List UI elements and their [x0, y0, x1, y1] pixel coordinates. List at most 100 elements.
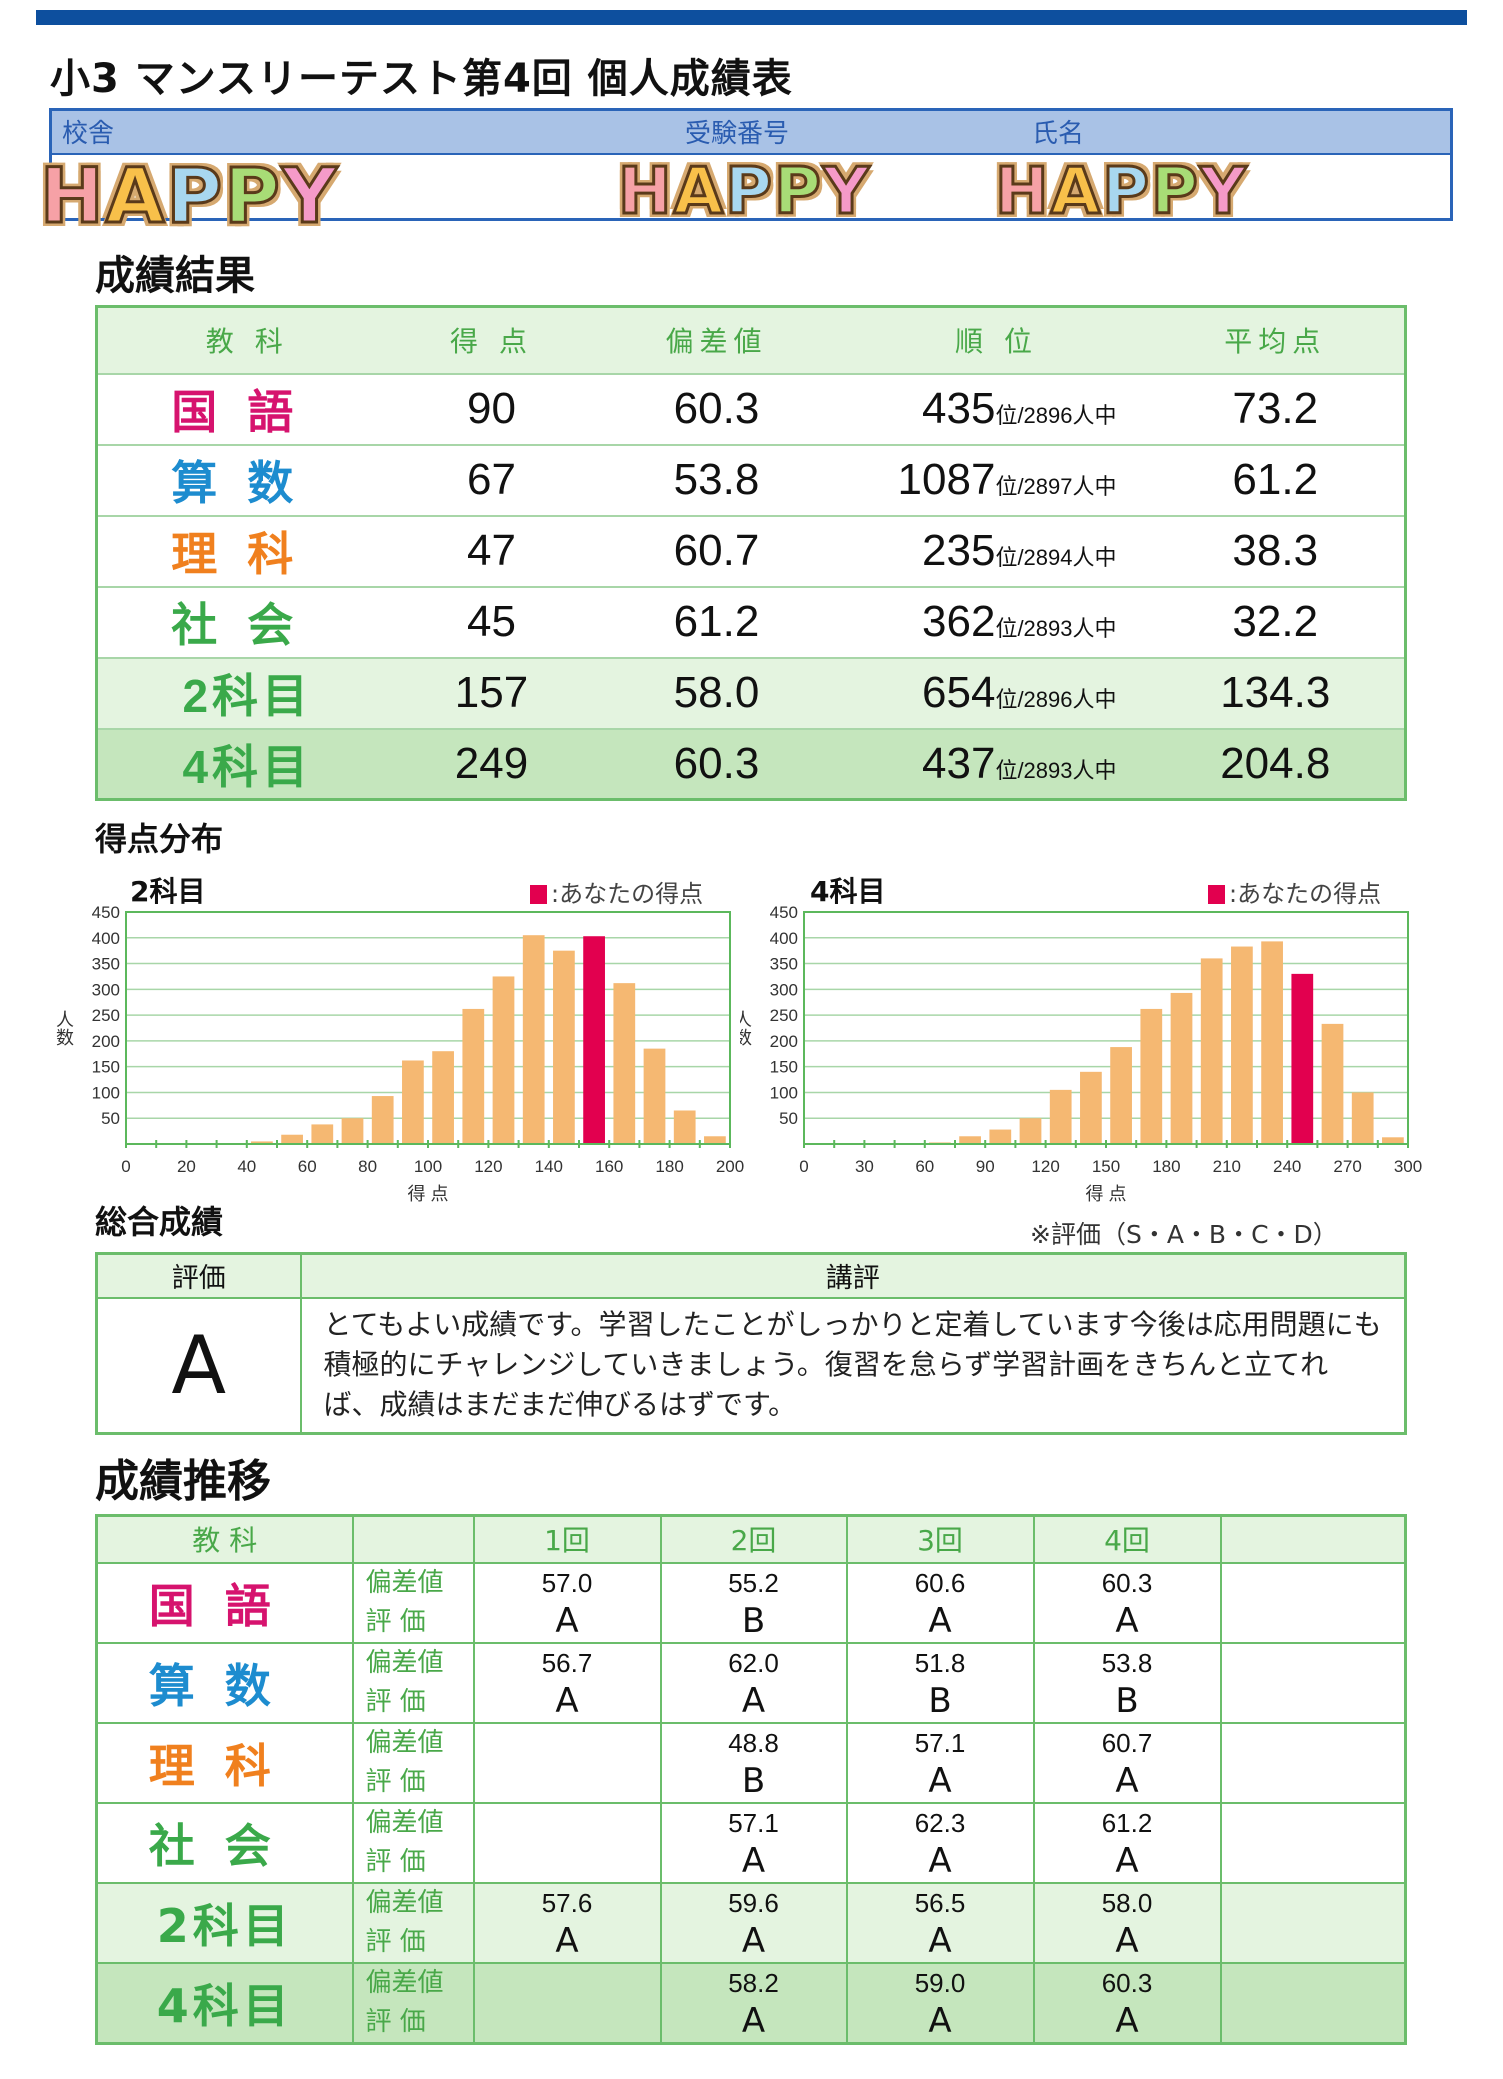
x-tick-label: 0 [799, 1157, 808, 1176]
grade: A [1115, 1760, 1139, 1801]
history-table: 教 科 1回 2回 3回 4回 国語 偏差値評 価 57.0 A 55.2 B 60.6 A… [95, 1514, 1407, 2045]
label-grade: 評 価 [365, 1686, 426, 1717]
deviation: 57.1 [914, 1727, 966, 1758]
col-rank: 順 位 [846, 306, 1147, 375]
grade-scale-note: ※評価（S・A・B・C・D） [1030, 1220, 1338, 1249]
top-bar [36, 10, 1467, 25]
chart-2-title: 2科目 [130, 875, 206, 908]
history-cell [1219, 1561, 1407, 1644]
bar [492, 976, 515, 1144]
rank-value: 1087 [897, 455, 996, 504]
y-tick-label: 50 [779, 1109, 798, 1128]
history-row: 算数 偏差値評 価 56.7 A 62.0 A 51.8 B 53.8 B [95, 1641, 1407, 1724]
sticker-letter: H [994, 155, 1051, 229]
col-round-1: 1回 [472, 1514, 662, 1564]
average: 38.3 [1146, 515, 1406, 588]
subject: 2科目 [95, 1881, 354, 1964]
score: 47 [396, 515, 587, 588]
grade: A [555, 1600, 579, 1641]
label-deviation: 偏差値 [365, 1967, 444, 1998]
bar [1110, 1047, 1132, 1144]
distribution-heading: 得点分布 [95, 820, 224, 858]
score: 157 [396, 657, 587, 730]
rank-suffix: 位/2897人中 [995, 474, 1117, 499]
history-cell: 58.0 A [1032, 1881, 1222, 1964]
results-table: 教 科 得 点 偏差値 順 位 平均点 国語 90 60.3 435位/2896… [95, 305, 1407, 801]
rank: 654位/2896人中 [846, 657, 1147, 730]
bar [281, 1134, 303, 1144]
deviation: 56.5 [914, 1887, 966, 1918]
grade: A [1115, 1600, 1139, 1641]
history-cell: 48.8 B [659, 1721, 848, 1804]
bar [1351, 1092, 1374, 1144]
label-deviation: 偏差値 [365, 1647, 444, 1678]
bar [462, 1008, 485, 1144]
label-grade: 評 価 [365, 1766, 426, 1797]
history-cell: 60.7 A [1032, 1721, 1222, 1804]
subject: 社会 [95, 1801, 354, 1884]
bar [1170, 992, 1193, 1144]
y-tick-label: 300 [92, 980, 120, 999]
average: 73.2 [1146, 373, 1406, 446]
label-grade: 評 価 [365, 1926, 426, 1957]
deviation: 57.1 [728, 1807, 779, 1838]
x-tick-label: 20 [177, 1157, 196, 1176]
sticker-letter: Y [821, 155, 872, 229]
col-subject: 教 科 [95, 1514, 354, 1564]
bar [704, 1136, 726, 1144]
deviation: 56.7 [541, 1647, 593, 1678]
deviation: 60.3 [586, 373, 847, 446]
history-cell: 61.2 A [1032, 1801, 1222, 1884]
label-grade: 評 価 [365, 2006, 426, 2037]
grade: A [928, 1840, 952, 1881]
deviation: 59.6 [728, 1887, 779, 1918]
rank-value: 437 [922, 738, 996, 788]
subject: 算数 [96, 444, 397, 517]
x-tick-label: 160 [595, 1157, 623, 1176]
bar [643, 1048, 666, 1144]
y-tick-label: 400 [770, 929, 798, 948]
row-labels: 偏差値評 価 [351, 1881, 475, 1964]
rank-suffix: 位/2896人中 [995, 687, 1117, 712]
bar [1200, 958, 1223, 1144]
history-row: 4科目 偏差値評 価 58.2 A 59.0 A 60.3 A [95, 1961, 1407, 2044]
deviation: 60.3 [1101, 1567, 1153, 1598]
x-tick-label: 270 [1333, 1157, 1361, 1176]
grade: A [741, 1680, 766, 1721]
y-tick-label: 250 [770, 1006, 798, 1025]
history-cell: 53.8 B [1032, 1641, 1222, 1724]
col-average: 平均点 [1146, 306, 1406, 375]
average: 32.2 [1146, 586, 1406, 659]
history-cell [472, 1801, 662, 1884]
bar [371, 1096, 394, 1144]
rank: 1087位/2897人中 [846, 444, 1147, 517]
y-tick-label: 200 [92, 1032, 120, 1051]
bar [522, 935, 545, 1144]
history-cell: 62.3 A [845, 1801, 1035, 1884]
deviation: 60.7 [586, 515, 847, 588]
grade: B [741, 1760, 766, 1801]
history-cell [1219, 1721, 1407, 1804]
y-tick-label: 100 [92, 1083, 120, 1102]
col-grade: 評価 [95, 1252, 302, 1299]
rank-suffix: 位/2893人中 [995, 616, 1117, 641]
chart-2-subjects: 50 100 150 200 250 300 350 400 450 0 20 40 60 80 100 12… [54, 903, 744, 1204]
history-cell: 58.2 A [659, 1961, 848, 2044]
sticker-letter: Y [280, 151, 339, 240]
col-deviation: 偏差値 [586, 306, 847, 375]
history-cell: 57.1 A [659, 1801, 848, 1884]
history-cell: 56.5 A [845, 1881, 1035, 1964]
sticker-letter: P [223, 151, 282, 240]
bar [1019, 1118, 1042, 1144]
sticker-letter: P [1150, 155, 1200, 229]
deviation: 58.2 [728, 1967, 779, 1998]
history-cell: 59.6 A [659, 1881, 848, 1964]
history-cell: 62.0 A [659, 1641, 848, 1724]
plot-frame [803, 911, 1409, 1145]
happy-sticker-name: HAPPY [994, 159, 1248, 226]
legend-swatch [530, 885, 547, 904]
subject: 4科目 [96, 728, 397, 801]
x-tick-label: 150 [1092, 1157, 1120, 1176]
bar-your-score [1291, 973, 1314, 1144]
deviation: 61.2 [1101, 1807, 1153, 1838]
